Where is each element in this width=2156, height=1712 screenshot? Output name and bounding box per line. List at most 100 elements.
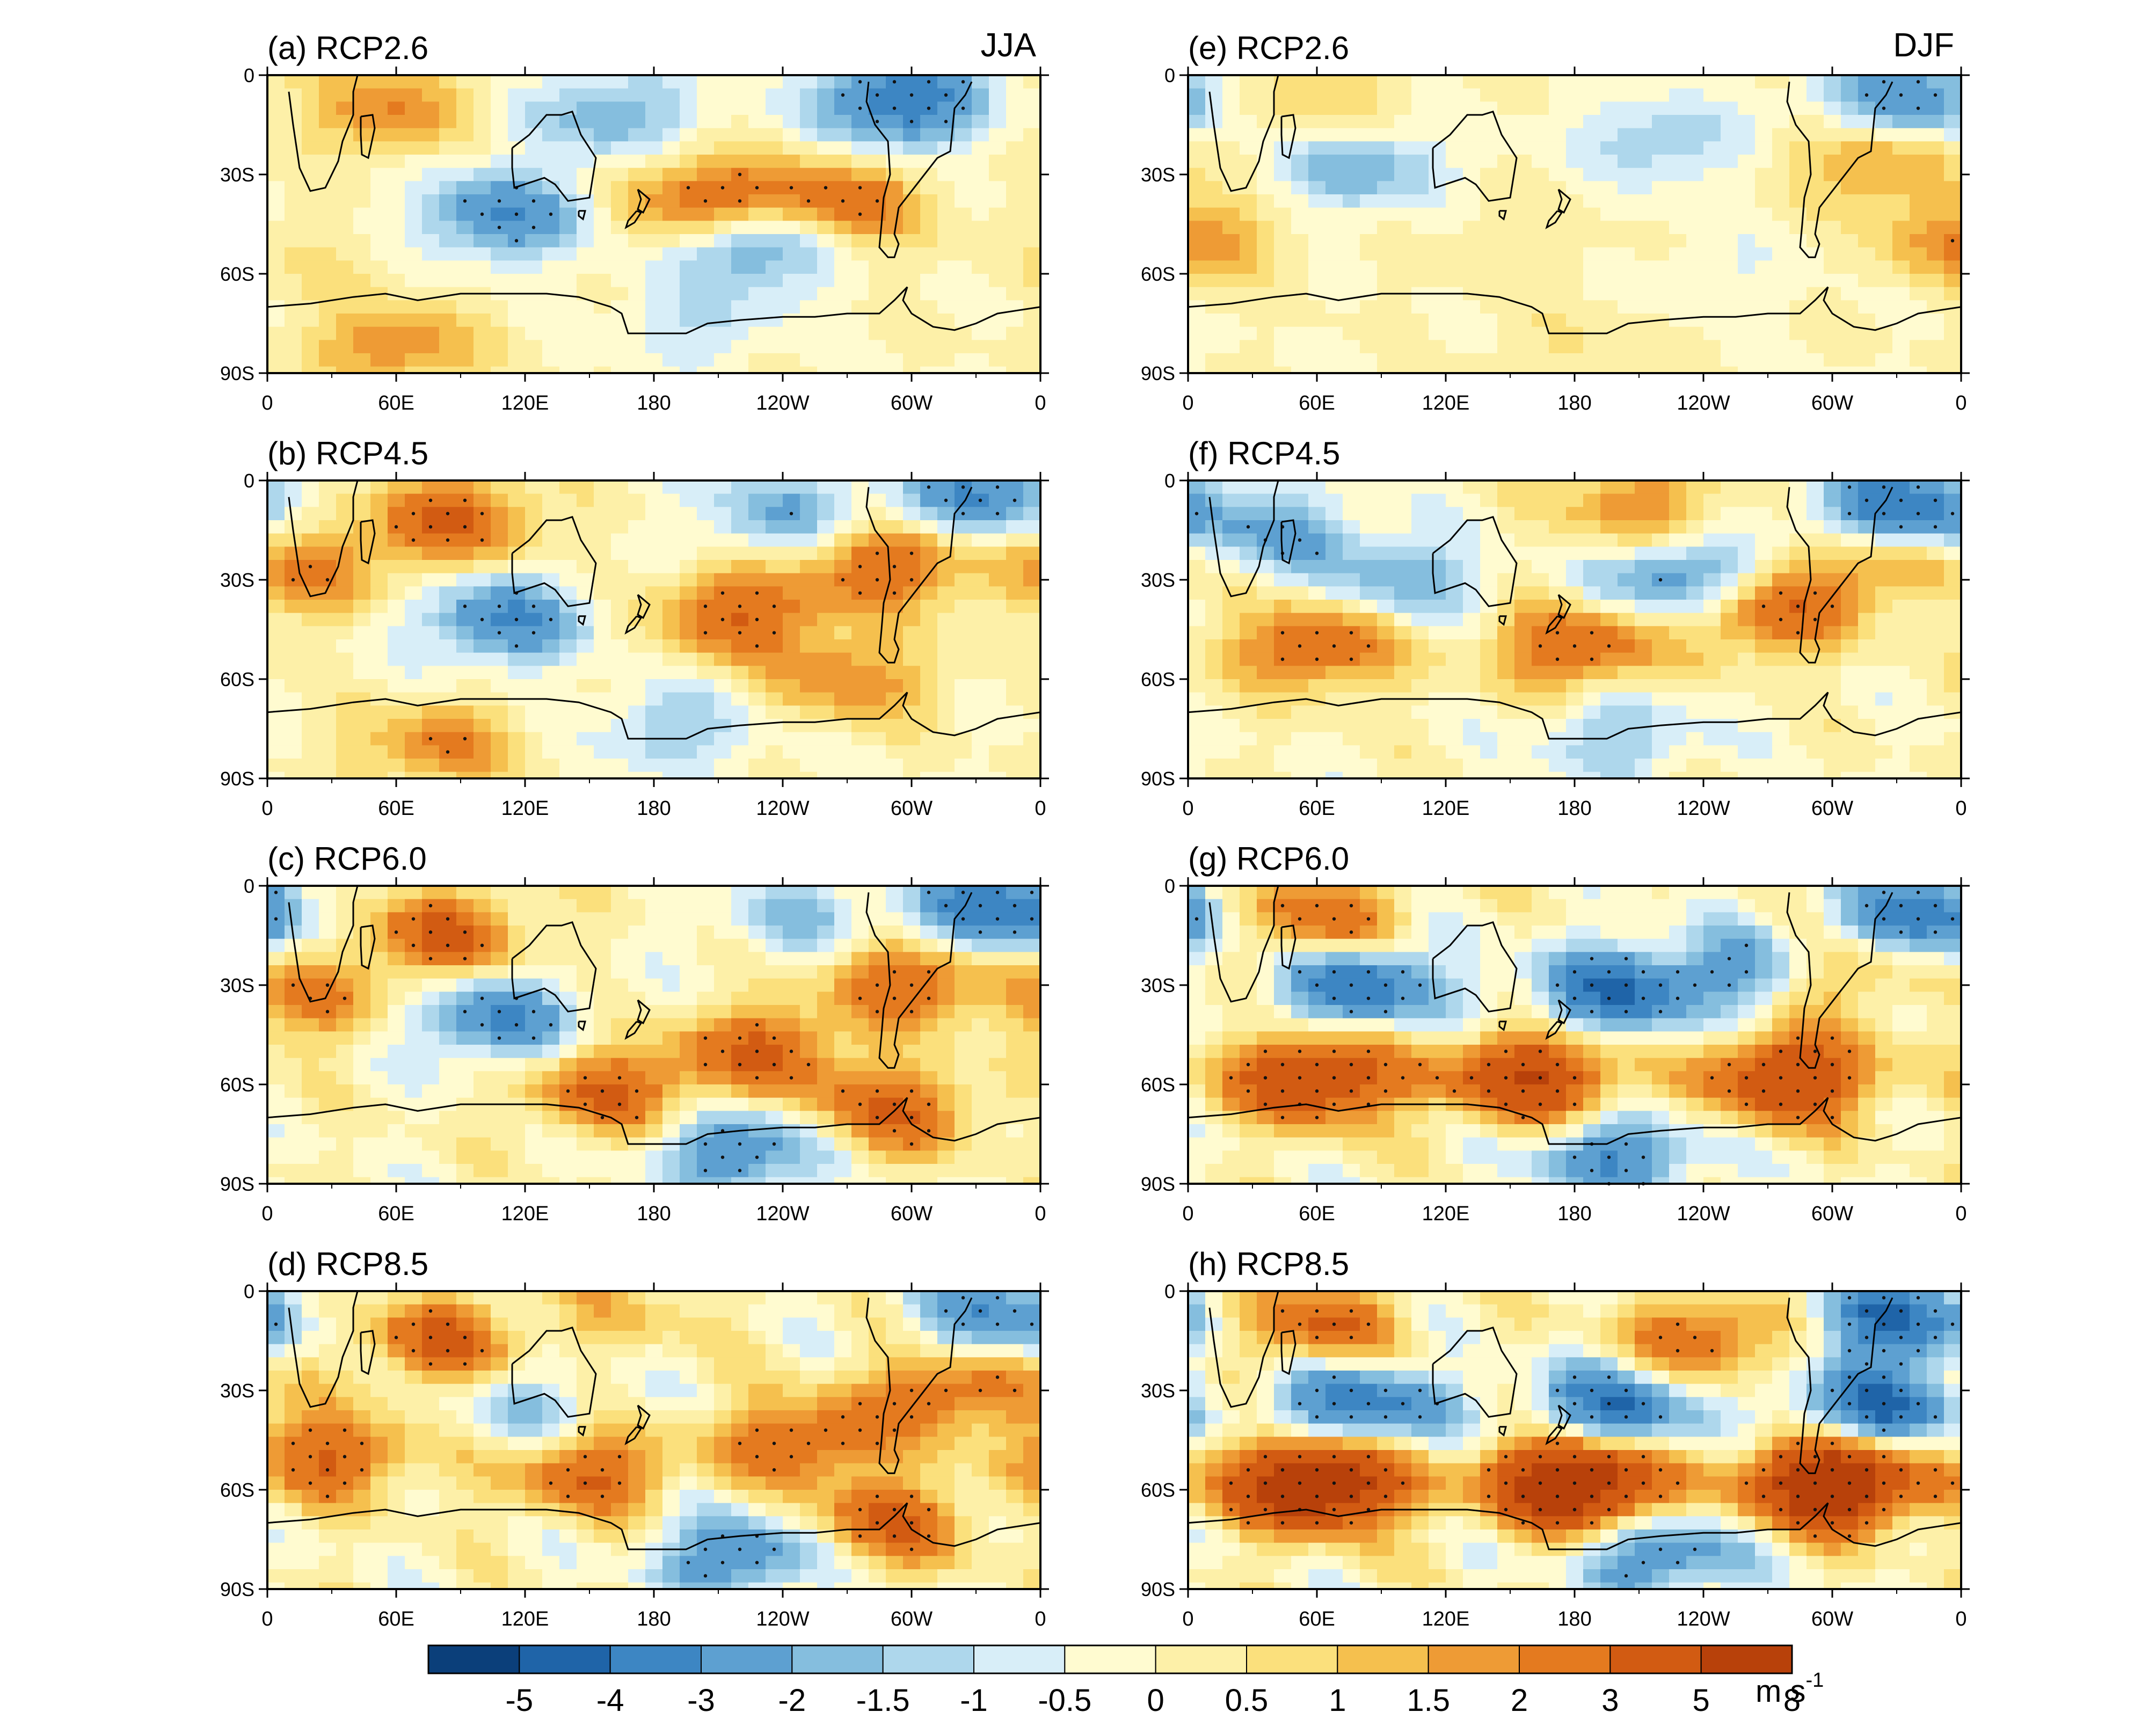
field-cell	[370, 1542, 388, 1557]
field-cell	[800, 965, 818, 979]
field-cell	[628, 1556, 646, 1570]
field-cell	[302, 600, 319, 614]
field-cell	[1006, 274, 1024, 288]
x-tick-label: 60W	[891, 1203, 933, 1225]
field-cell	[1188, 234, 1206, 248]
panel-title-b: (b) RCP4.5	[267, 435, 428, 471]
stipple-dot	[1030, 917, 1034, 921]
field-cell	[766, 507, 783, 521]
stipple-dot	[858, 80, 862, 84]
field-cell	[285, 1542, 302, 1557]
field-cell	[474, 1137, 491, 1152]
x-tick-label: 0	[1035, 1203, 1046, 1225]
field-cell	[869, 234, 886, 248]
field-cell	[920, 1058, 938, 1072]
field-cell	[714, 938, 732, 953]
field-cell	[989, 600, 1007, 614]
field-cell	[474, 1111, 491, 1125]
field-cell	[1222, 340, 1240, 354]
field-cell	[267, 75, 285, 89]
field-cell	[731, 155, 749, 169]
stipple-dot	[841, 1441, 845, 1445]
field-cell	[405, 1137, 423, 1152]
field-cell	[1377, 340, 1395, 354]
stipple-dot	[463, 604, 467, 608]
field-cell	[748, 1164, 766, 1178]
field-cell	[628, 141, 646, 155]
field-cell	[611, 1164, 629, 1178]
field-cell	[1411, 128, 1429, 142]
field-cell	[456, 560, 474, 574]
field-cell	[1006, 771, 1024, 778]
field-cell	[955, 221, 972, 235]
field-cell	[267, 493, 285, 508]
field-cell	[1023, 1569, 1040, 1583]
field-cell	[680, 613, 697, 627]
field-cell	[577, 1317, 594, 1331]
field-cell	[611, 493, 629, 508]
stipple-dot	[909, 1495, 914, 1498]
field-cell	[594, 353, 611, 367]
field-cell	[422, 886, 440, 900]
field-cell	[817, 1503, 835, 1517]
field-cell	[955, 260, 972, 274]
field-cell	[766, 1018, 783, 1032]
field-cell	[834, 1071, 852, 1085]
field-cell	[851, 1371, 869, 1385]
field-cell	[783, 1344, 800, 1358]
field-cell	[783, 912, 800, 926]
field-cell	[405, 115, 423, 129]
field-cell	[525, 719, 543, 733]
field-cell	[370, 260, 388, 274]
field-cell	[783, 1357, 800, 1371]
field-cell	[628, 314, 646, 327]
field-cell	[714, 1490, 732, 1504]
field-cell	[319, 155, 337, 169]
field-cell	[508, 1410, 526, 1424]
field-cell	[491, 666, 508, 680]
field-cell	[1377, 326, 1395, 341]
stipple-dot	[978, 1309, 982, 1313]
field-cell	[474, 1045, 491, 1059]
field-cells-b	[267, 480, 1040, 778]
field-cell	[577, 115, 594, 129]
field-cell	[388, 1084, 405, 1098]
stipple-dot	[325, 1495, 330, 1498]
field-cell	[1394, 141, 1412, 155]
field-cell	[302, 1164, 319, 1178]
field-cell	[783, 353, 800, 367]
field-cell	[439, 314, 457, 327]
field-cell	[405, 965, 423, 979]
field-cell	[559, 1357, 577, 1371]
field-cell	[1308, 221, 1326, 235]
field-cell	[302, 75, 319, 89]
field-cell	[817, 652, 835, 667]
field-cell	[439, 1084, 457, 1098]
field-cell	[388, 679, 405, 693]
field-cell	[680, 1111, 697, 1125]
field-cell	[628, 1516, 646, 1530]
field-cell	[714, 155, 732, 169]
field-cell	[474, 101, 491, 115]
field-cell	[388, 260, 405, 274]
field-cell	[577, 1124, 594, 1138]
field-cell	[405, 101, 423, 115]
stipple-dot	[755, 591, 759, 595]
field-cell	[302, 194, 319, 208]
field-cell	[817, 912, 835, 926]
field-cell	[577, 952, 594, 966]
stipple-dot	[944, 1309, 948, 1313]
field-cell	[1274, 128, 1292, 142]
stipple-dot	[703, 1062, 708, 1067]
field-cell	[1006, 952, 1024, 966]
field-cell	[783, 1463, 800, 1477]
field-cell	[886, 480, 904, 494]
field-cell	[972, 978, 989, 993]
field-cell	[525, 1045, 543, 1059]
field-cell	[989, 1137, 1007, 1152]
field-cell	[302, 493, 319, 508]
field-cell	[388, 886, 405, 900]
stipple-dot	[428, 904, 433, 908]
field-cell	[989, 155, 1007, 169]
stipple-dot	[343, 1455, 347, 1459]
